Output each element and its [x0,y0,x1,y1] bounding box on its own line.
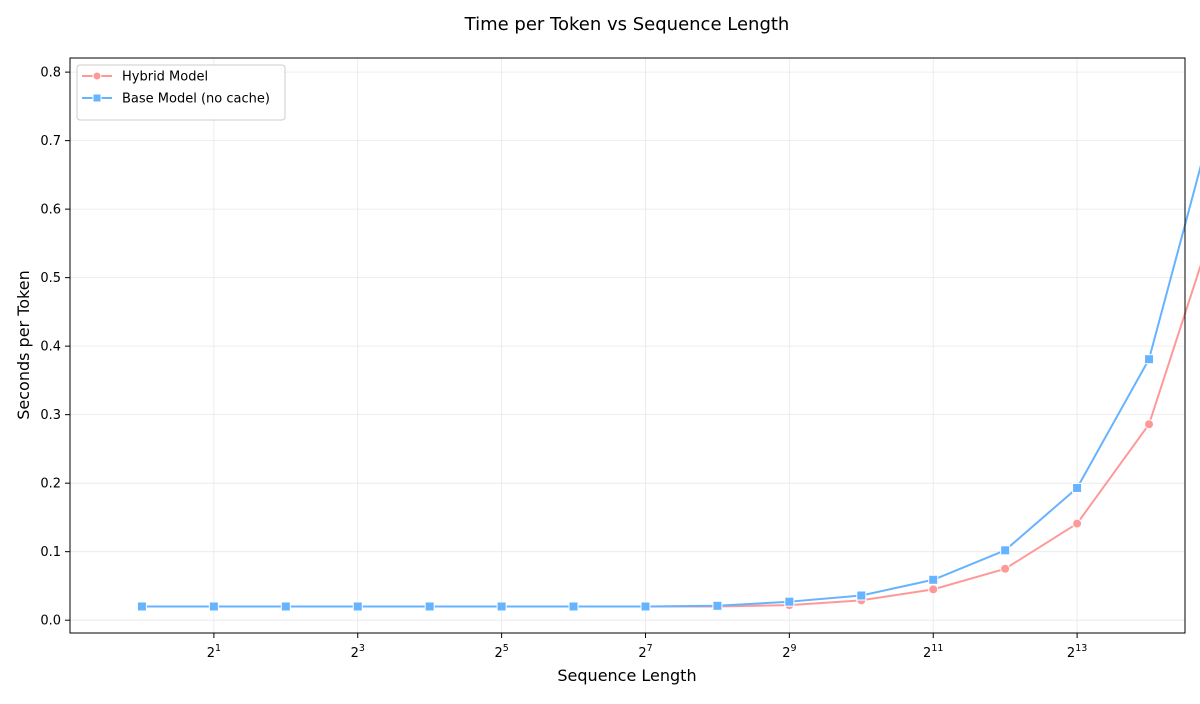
x-tick-label: 25 [494,643,508,661]
legend: Hybrid Model Base Model (no cache) [76,64,286,121]
x-tick-label: 23 [351,643,365,661]
y-tick-label: 0.5 [40,271,61,286]
x-tick-label: 21 [207,643,221,661]
base-model-no-cache-point [928,574,939,585]
base-model-no-cache-point [280,601,291,612]
base-model-no-cache-point [640,601,651,612]
x-tick-label: 211 [923,643,943,661]
x-axis-ticks: 2123252729211213215 [207,633,1087,661]
chart-title: Time per Token vs Sequence Length [464,14,790,35]
x-tick-label: 27 [638,643,652,661]
base-model-no-cache-point [352,601,363,612]
y-tick-label: 0.3 [40,408,61,423]
legend-marker-hybrid-model [92,71,102,81]
legend-label: Base Model (no cache) [122,92,270,107]
x-tick-label: 213 [1067,643,1087,661]
y-tick-label: 0.6 [40,203,61,218]
base-model-no-cache-line [141,165,1200,608]
base-model-no-cache-point [496,601,507,612]
base-model-no-cache-point [1144,354,1155,365]
hybrid-model-point [1000,563,1011,574]
base-model-no-cache-point [1072,482,1083,493]
y-tick-label: 0.0 [40,614,61,629]
legend-label: Hybrid Model [122,70,208,85]
plot-area-frame [69,57,1186,634]
base-model-no-cache-point [424,601,435,612]
base-model-no-cache-point [856,590,867,601]
hybrid-model-line [141,264,1200,608]
grid-lines [70,58,1185,633]
y-tick-label: 0.2 [40,477,61,492]
x-axis-label: Sequence Length [557,666,696,685]
base-model-no-cache-point [136,601,147,612]
y-tick-label: 0.8 [40,66,61,81]
base-model-no-cache-point [784,596,795,607]
base-model-no-cache-point [208,601,219,612]
hybrid-model-point [1144,419,1155,430]
y-tick-label: 0.1 [40,545,61,560]
legend-box [76,64,286,121]
y-axis-label: Seconds per Token [14,270,33,420]
legend-marker-base-model-no-cache [92,93,102,103]
base-model-no-cache-point [1000,545,1011,556]
series-layer [136,165,1200,612]
base-model-no-cache-point [568,601,579,612]
base-model-no-cache-point [712,600,723,611]
hybrid-model-point [928,584,939,595]
y-tick-label: 0.4 [40,340,61,355]
hybrid-model-point [1072,518,1083,529]
x-tick-label: 29 [782,643,796,661]
y-axis-ticks: 0.0 0.1 0.2 0.3 0.4 0.5 0.6 0.7 0.8 [40,66,70,629]
y-tick-label: 0.7 [40,134,61,149]
